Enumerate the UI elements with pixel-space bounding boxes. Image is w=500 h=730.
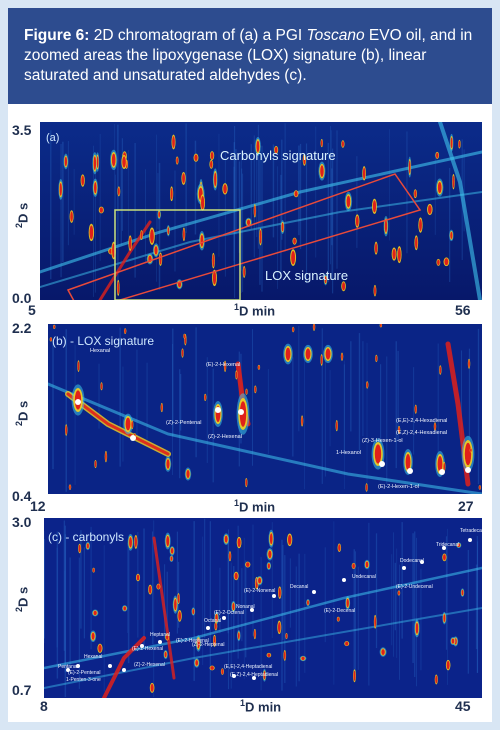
label-ee24hexadienal-b: (E,E)-2,4-Hexadienal: [396, 418, 448, 424]
panel-c-compound-label: Pentanal: [58, 664, 78, 670]
panel-c-compound-label: Octanal: [204, 618, 221, 624]
panel-a-svg: [40, 122, 482, 300]
caption-text-2: EVO oil, and in zoomed areas the lipoxyg…: [24, 27, 473, 84]
panel-a-y-tick-bottom: 0.0: [12, 290, 32, 306]
panel-b-x-tick-right: 27: [458, 498, 474, 514]
panel-c-compound-label: Tridecanal: [436, 542, 459, 548]
panel-c-compound-label: (Z)-2-Hexenal: [134, 662, 165, 668]
panel-b-y-axis-label: 2D s: [14, 400, 31, 426]
panel-a-y-axis-label: 2D s: [14, 202, 31, 228]
panel-b-x-tick-left: 12: [30, 498, 46, 514]
figure-caption: Figure 6: 2D chromatogram of (a) a PGI T…: [24, 26, 484, 86]
panel-c-x-axis-label: 1D min: [240, 698, 282, 715]
panel-c-compound-label: (E)-2-Undecenal: [396, 584, 433, 590]
label-z3hexenol-b: (Z)-3-Hexen-1-ol: [362, 438, 403, 444]
panel-c-compound-label: Decanal: [290, 584, 308, 590]
label-e2hexenal-b: (E)-2-Hexenal: [206, 362, 241, 368]
label-z2pentenal-b: (Z)-2-Pentenal: [166, 420, 202, 426]
panel-c-compound-label: (E,E)-2,4-Heptadienal: [224, 664, 272, 670]
panel-b-svg: [48, 324, 482, 494]
panel-a-chromatogram: (a) Carbonyls signature LOX signature: [40, 122, 482, 300]
panel-c-compound-label: (E)-2-Heptenal: [176, 638, 209, 644]
panel-c-compound-label: 1-Penten-3-one: [66, 677, 101, 683]
panel-c-compound-label: (E)-2-Decenal: [324, 608, 355, 614]
panel-a-x-tick-right: 56: [455, 302, 471, 318]
label-hexanal-b: Hexanal: [90, 348, 111, 354]
panel-c-compound-label: Nonanal: [236, 604, 255, 610]
panel-c-compound-label: (E,Z)-2,4-Heptadienal: [230, 672, 278, 678]
label-ez24hexadienal-b: (E,Z)-2,4-Hexadienal: [396, 430, 448, 436]
panel-a-x-tick-left: 5: [28, 302, 36, 318]
panel-c-compound-label: (E)-2-Hexenal: [132, 646, 163, 652]
panel-a-tag: (a): [46, 132, 60, 144]
panel-b-y-tick-bottom: 0.4: [12, 488, 32, 504]
panel-c-compound-label: Hexanal: [84, 654, 102, 660]
panel-b-chromatogram: (b) - LOX signature Hexanal (E)-2-Hexena…: [48, 324, 482, 494]
caption-text-1: 2D chromatogram of (a) a PGI: [93, 27, 303, 44]
panel-b-y-tick-top: 2.2: [12, 320, 32, 336]
panel-c-compound-label: (Z)-2-Heptenal: [192, 642, 225, 648]
label-e2hexenol-b: (E)-2-Hexen-1-ol: [378, 484, 419, 490]
panel-c-x-tick-right: 45: [455, 698, 471, 714]
panel-a-x-axis-label: 1D min: [234, 302, 276, 319]
panel-c-compound-label: Heptanal: [150, 632, 170, 638]
panel-c-compound-label: (E)-2-Nonenal: [244, 588, 275, 594]
panel-c-compound-label: Tetradecanal: [460, 528, 482, 534]
caption-header: [8, 8, 492, 104]
panel-c-y-axis-label: 2D s: [14, 586, 31, 612]
panel-c-y-tick-bottom: 0.7: [12, 682, 32, 698]
panel-a-lox-annotation: LOX signature: [265, 268, 349, 283]
panel-c-compound-label: Dodecanal: [400, 558, 424, 564]
panel-b-tag: (b) - LOX signature: [52, 334, 155, 348]
panel-c-compound-label: (E)-2-Pentenal: [68, 670, 101, 676]
panel-c-chromatogram: Pentanal (E)-2-Pentenal 1-Penten-3-one Hexa…: [44, 518, 482, 698]
label-z2hexenal-b: (Z)-2-Hexenal: [208, 434, 242, 440]
panel-a-y-tick-top: 3.5: [12, 122, 32, 138]
panel-c-tag: (c) - carbonyls: [48, 530, 125, 544]
panel-a-carbonyls-annotation: Carbonyls signature: [220, 148, 336, 163]
panel-c-compound-label: (E)-2-Octenal: [214, 610, 244, 616]
panel-b-x-axis-label: 1D min: [234, 498, 276, 515]
panel-c-compound-label: Undecanal: [352, 574, 376, 580]
label-1hexanol-b: 1-Hexanol: [336, 450, 362, 456]
panel-c-y-tick-top: 3.0: [12, 514, 32, 530]
caption-italic: Toscano: [306, 27, 365, 44]
caption-label: Figure 6:: [24, 27, 90, 44]
panel-c-x-tick-left: 8: [40, 698, 48, 714]
